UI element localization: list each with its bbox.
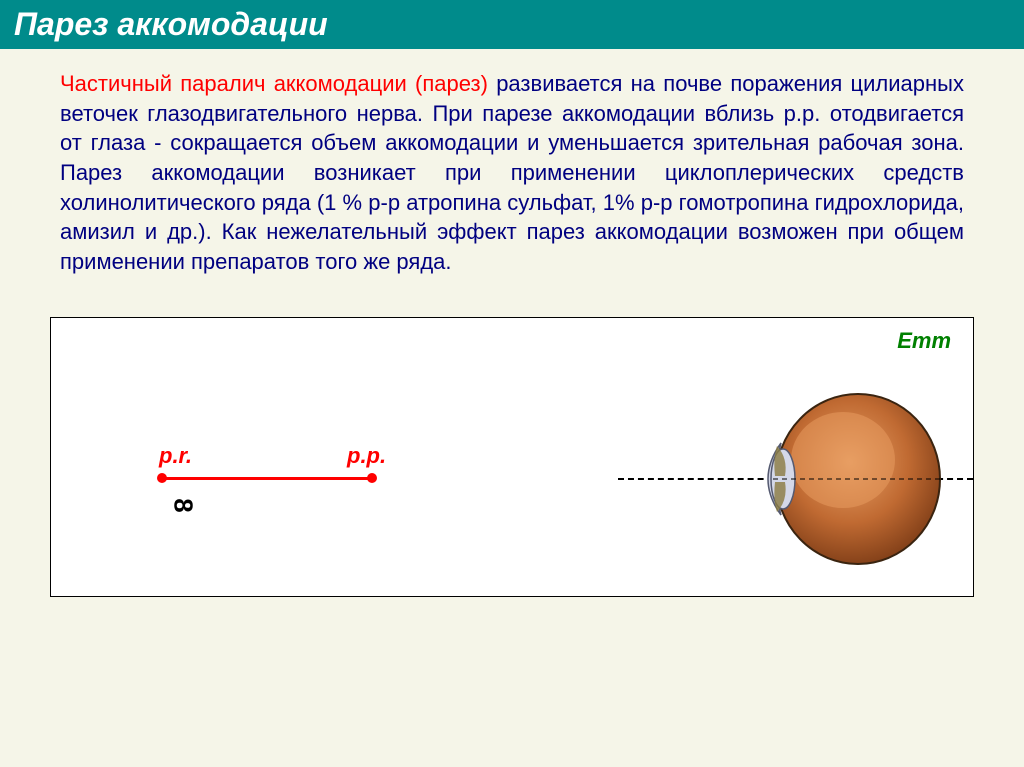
highlight-text: Частичный паралич аккомодации (парез) (60, 71, 488, 96)
body-text: развивается на почве поражения цилиарных… (60, 71, 964, 274)
eye-diagram (753, 388, 943, 570)
infinity-symbol: 8 (168, 498, 199, 512)
pr-point (157, 473, 167, 483)
content-area: Частичный паралич аккомодации (парез) ра… (0, 49, 1024, 287)
slide-title: Парез аккомодации (0, 0, 1024, 49)
accommodation-range (161, 477, 371, 480)
emm-label: Emm (897, 328, 951, 354)
pp-label: p.p. (347, 443, 386, 469)
pr-label: p.r. (159, 443, 192, 469)
pp-point (367, 473, 377, 483)
main-paragraph: Частичный паралич аккомодации (парез) ра… (60, 69, 964, 277)
diagram-container: Emm p.r. p.p. 8 (50, 317, 974, 597)
